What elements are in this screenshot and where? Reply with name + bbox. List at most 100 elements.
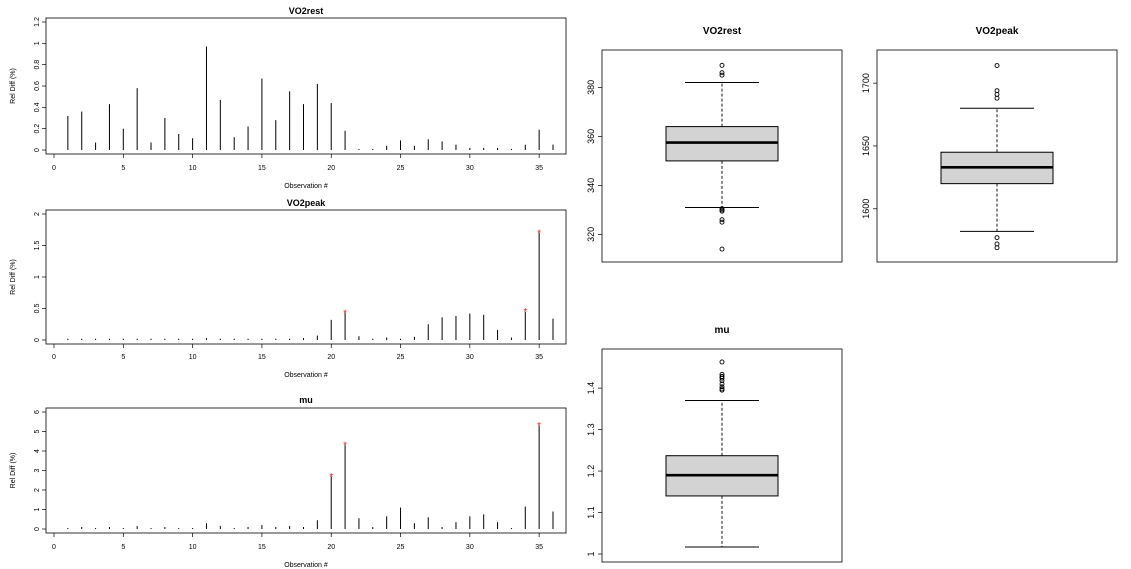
y-tick-label: 320 (586, 227, 596, 242)
x-tick-label: 0 (52, 165, 56, 172)
outlier-point (719, 359, 725, 365)
outlier-point (719, 378, 725, 384)
x-tick-label: 25 (397, 354, 405, 361)
y-tick-label: 0.8 (34, 60, 41, 70)
highlight-marker: * (329, 472, 333, 483)
outlier-point (994, 235, 1000, 241)
outlier-point (719, 375, 725, 381)
boxplot-panel-2: VO2peak 1600 1650 1700 (861, 26, 1118, 263)
y-tick-label: 340 (586, 178, 596, 193)
x-tick-label: 15 (258, 354, 266, 361)
highlight-marker: * (343, 441, 347, 452)
y-tick-label: 1 (34, 507, 41, 511)
y-tick-label: 1700 (861, 73, 871, 93)
plot-frame (45, 209, 567, 345)
outlier-point (719, 62, 725, 68)
spike-panel-3: mu * * * 0 5 10 15 20 25 30 35 0 1 2 3 4 5 6 Observation # R… (10, 395, 567, 569)
highlight-marker: * (343, 308, 347, 319)
y-tick-label: 0.5 (34, 304, 41, 314)
x-tick-label: 20 (327, 544, 335, 551)
x-tick-label: 30 (466, 354, 474, 361)
outlier-point (719, 217, 725, 223)
x-tick-label: 5 (121, 544, 125, 551)
y-axis-label: Rel Diff (%) (10, 259, 17, 295)
outlier-point (994, 63, 1000, 68)
x-tick-label: 15 (258, 165, 266, 172)
x-tick-label: 20 (327, 354, 335, 361)
y-tick-label: 0.6 (34, 81, 41, 91)
plot-frame (601, 348, 843, 563)
y-tick-label: 1.3 (586, 423, 596, 436)
spike-panel-title: mu (299, 395, 313, 405)
y-tick-label: 4 (34, 449, 41, 453)
x-tick-label: 10 (189, 354, 197, 361)
y-tick-label: 1 (586, 551, 596, 556)
boxplot-title: VO2peak (976, 26, 1019, 37)
y-tick-label: 360 (586, 129, 596, 144)
y-tick-label: 1.5 (34, 241, 41, 251)
y-tick-label: 5 (34, 429, 41, 433)
outlier-point (719, 381, 725, 387)
y-tick-label: 2 (34, 488, 41, 492)
plot-frame (876, 49, 1118, 263)
outlier-point (719, 219, 725, 225)
x-tick-label: 0 (52, 544, 56, 551)
outlier-point (994, 245, 1000, 251)
y-tick-label: 380 (586, 80, 596, 95)
x-tick-label: 35 (535, 544, 543, 551)
outlier-point (719, 384, 725, 390)
boxplot-panel-1: VO2rest 320 340 360 380 (586, 26, 843, 263)
x-tick-label: 20 (327, 165, 335, 172)
y-tick-label: 2 (34, 212, 41, 216)
spike-panel-title: VO2rest (289, 6, 324, 16)
boxplot-panel-3: mu 1 1.1 1.2 1.3 1.4 (586, 325, 843, 563)
y-tick-label: 1600 (861, 199, 871, 219)
x-axis-label: Observation # (284, 372, 328, 379)
plot-frame (45, 407, 567, 534)
spike-panel-1: VO2rest 0 5 10 15 20 25 30 35 0 0.2 0.4 0.6 0.8 1 1.2 Ob… (10, 6, 567, 190)
spike-panel-title: VO2peak (287, 198, 327, 208)
x-axis-label: Observation # (284, 183, 328, 190)
x-tick-label: 25 (397, 165, 405, 172)
y-tick-label: 1.2 (34, 17, 41, 27)
x-tick-label: 10 (189, 544, 197, 551)
highlight-marker: * (537, 421, 541, 432)
y-tick-label: 1650 (861, 136, 871, 156)
highlight-marker: * (523, 307, 527, 318)
y-tick-label: 0 (34, 148, 41, 152)
y-tick-label: 1.4 (586, 382, 596, 395)
x-tick-label: 5 (121, 165, 125, 172)
x-tick-label: 5 (121, 354, 125, 361)
outlier-point (719, 72, 725, 78)
x-tick-label: 30 (466, 165, 474, 172)
outlier-point (719, 387, 725, 393)
x-tick-label: 0 (52, 354, 56, 361)
y-tick-label: 1 (34, 275, 41, 279)
y-axis-label: Rel Diff (%) (10, 453, 17, 489)
y-tick-label: 0.2 (34, 124, 41, 134)
y-axis-label: Rel Diff (%) (10, 68, 17, 104)
y-tick-label: 0 (34, 527, 41, 531)
x-tick-label: 35 (535, 354, 543, 361)
x-axis-label: Observation # (284, 562, 328, 569)
outlier-point (719, 70, 725, 76)
x-tick-label: 30 (466, 544, 474, 551)
x-tick-label: 10 (189, 165, 197, 172)
y-tick-label: 1.1 (586, 506, 596, 519)
plot-frame (601, 49, 843, 263)
y-tick-label: 0.4 (34, 102, 41, 112)
y-tick-label: 6 (34, 410, 41, 414)
plot-frame (45, 17, 567, 155)
y-tick-label: 3 (34, 468, 41, 472)
outlier-point (719, 246, 725, 252)
outlier-point (719, 208, 725, 214)
y-tick-label: 1.2 (586, 465, 596, 478)
outlier-point (994, 95, 1000, 101)
x-tick-label: 35 (535, 165, 543, 172)
boxplot-title: mu (715, 325, 730, 336)
x-tick-label: 15 (258, 544, 266, 551)
spike-panel-2: VO2peak * * * 0 5 10 15 20 25 30 35 0 0.5 1 1.5 2 Observa… (10, 198, 567, 379)
boxplot-title: VO2rest (703, 26, 742, 37)
highlight-marker: * (537, 228, 541, 239)
